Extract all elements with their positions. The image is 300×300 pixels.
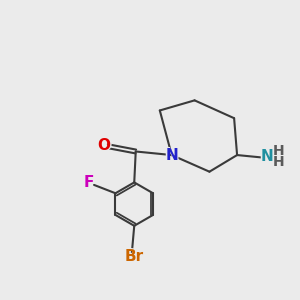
Text: H: H (273, 155, 284, 169)
Text: O: O (98, 138, 110, 153)
Text: N: N (164, 146, 180, 165)
Text: H: H (273, 144, 284, 158)
Text: N: N (165, 148, 178, 163)
Text: H: H (272, 142, 286, 160)
Text: N: N (259, 147, 275, 166)
Text: O: O (96, 136, 112, 155)
Text: Br: Br (122, 247, 146, 266)
Text: H: H (272, 153, 286, 171)
Text: F: F (82, 173, 95, 192)
Text: N: N (260, 149, 273, 164)
Text: Br: Br (125, 249, 144, 264)
Text: F: F (83, 175, 94, 190)
